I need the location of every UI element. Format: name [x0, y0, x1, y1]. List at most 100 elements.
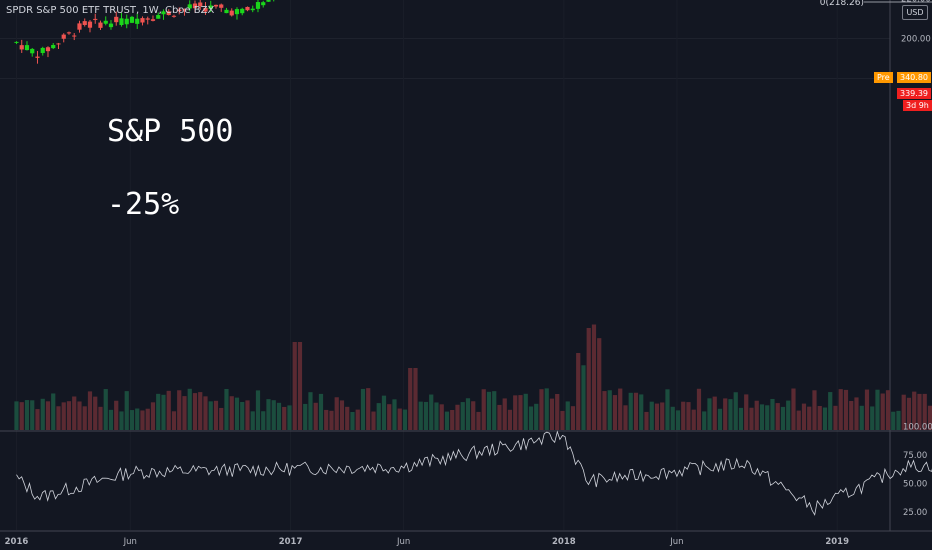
volume-bar	[40, 398, 45, 430]
volume-bar	[19, 402, 24, 430]
volume-bar	[906, 397, 912, 430]
volume-bar	[418, 401, 423, 430]
candle-body	[56, 43, 61, 45]
volume-bar	[303, 403, 308, 430]
volume-bar	[623, 405, 628, 430]
volume-bar	[885, 390, 891, 430]
candle-body	[192, 3, 198, 9]
volume-bar	[738, 407, 744, 430]
volume-bar	[24, 400, 30, 430]
time-tick-label: 2016	[5, 537, 29, 547]
volume-bar	[670, 406, 675, 430]
candle-body	[51, 44, 56, 49]
volume-bar	[261, 411, 266, 430]
candle-body	[24, 45, 30, 51]
candle-body	[187, 4, 192, 9]
candle-body	[203, 7, 208, 12]
volume-bar	[523, 393, 528, 430]
candle-body	[124, 18, 129, 25]
candle-body	[93, 18, 98, 20]
candle-body	[182, 9, 187, 11]
volume-bar	[313, 402, 318, 430]
volume-bar	[707, 398, 712, 430]
volume-bar	[492, 391, 497, 430]
volume-bar	[318, 393, 324, 430]
volume-bar	[213, 400, 219, 430]
volume-bar	[639, 394, 644, 430]
volume-bar	[455, 404, 460, 430]
volume-bar	[198, 392, 203, 430]
volume-bar	[780, 406, 786, 430]
time-tick-label: Jun	[123, 537, 137, 547]
volume-bar	[654, 403, 660, 430]
volume-bar	[166, 390, 171, 430]
volume-bar	[145, 408, 150, 430]
volume-bar	[539, 389, 544, 430]
volume-bar	[864, 389, 870, 430]
volume-bar	[896, 410, 901, 430]
volume-bar	[334, 397, 339, 430]
volume-bar	[717, 408, 723, 430]
volume-bar	[560, 410, 565, 430]
candle-body	[108, 23, 114, 28]
candle-body	[140, 18, 145, 23]
price-tick-label: 200.00	[901, 35, 931, 45]
volume-bar	[612, 395, 618, 430]
volume-bar	[182, 396, 187, 430]
volume-bar	[859, 405, 864, 430]
volume-bar	[528, 406, 534, 430]
volume-bar	[339, 400, 345, 430]
candle-body	[166, 11, 171, 16]
volume-bar	[250, 411, 255, 430]
volume-bar	[266, 399, 271, 430]
volume-bar	[665, 389, 670, 430]
volume-bar	[555, 393, 560, 430]
volume-bar	[108, 409, 114, 430]
volume-bar	[822, 407, 828, 430]
volume-bar	[124, 391, 129, 430]
currency-badge[interactable]: USD	[902, 5, 928, 20]
candle-body	[87, 21, 93, 28]
volume-bar	[828, 392, 833, 430]
volume-bar	[276, 402, 282, 430]
candle-body	[156, 15, 161, 19]
candle-body	[103, 20, 108, 24]
volume-bar	[282, 406, 287, 430]
volume-bar	[140, 410, 145, 430]
volume-bar	[927, 405, 932, 430]
volume-bar	[675, 410, 681, 430]
volume-bar	[581, 365, 586, 430]
candle-body	[229, 10, 234, 16]
volume-bar	[308, 392, 313, 430]
rsi-tick-label: 50.00	[903, 480, 927, 490]
candle-body	[14, 41, 19, 43]
volume-bar	[429, 394, 434, 430]
volume-bar	[61, 402, 66, 430]
volume-bar	[786, 400, 791, 430]
volume-bar	[156, 393, 161, 430]
volume-bar	[817, 406, 822, 430]
candle-body	[266, 0, 271, 2]
volume-bar	[502, 398, 507, 430]
volume-bar	[413, 368, 418, 430]
volume-bar	[171, 411, 177, 430]
volume-bar	[633, 392, 639, 430]
candle-body	[61, 34, 66, 39]
volume-bar	[187, 388, 192, 430]
volume-bar	[366, 388, 371, 430]
volume-bar	[355, 409, 360, 430]
volume-bar	[129, 410, 135, 430]
volume-bar	[203, 396, 208, 430]
volume-bar	[287, 405, 292, 430]
volume-bar	[628, 392, 633, 430]
volume-bar	[450, 409, 455, 430]
candle-body	[240, 8, 245, 14]
candle-body	[40, 47, 45, 54]
volume-bar	[649, 401, 654, 430]
volume-bar	[392, 399, 397, 430]
candle-body	[250, 8, 255, 11]
volume-bar	[93, 396, 98, 430]
volume-bar	[565, 401, 570, 430]
volume-bar	[597, 338, 602, 430]
